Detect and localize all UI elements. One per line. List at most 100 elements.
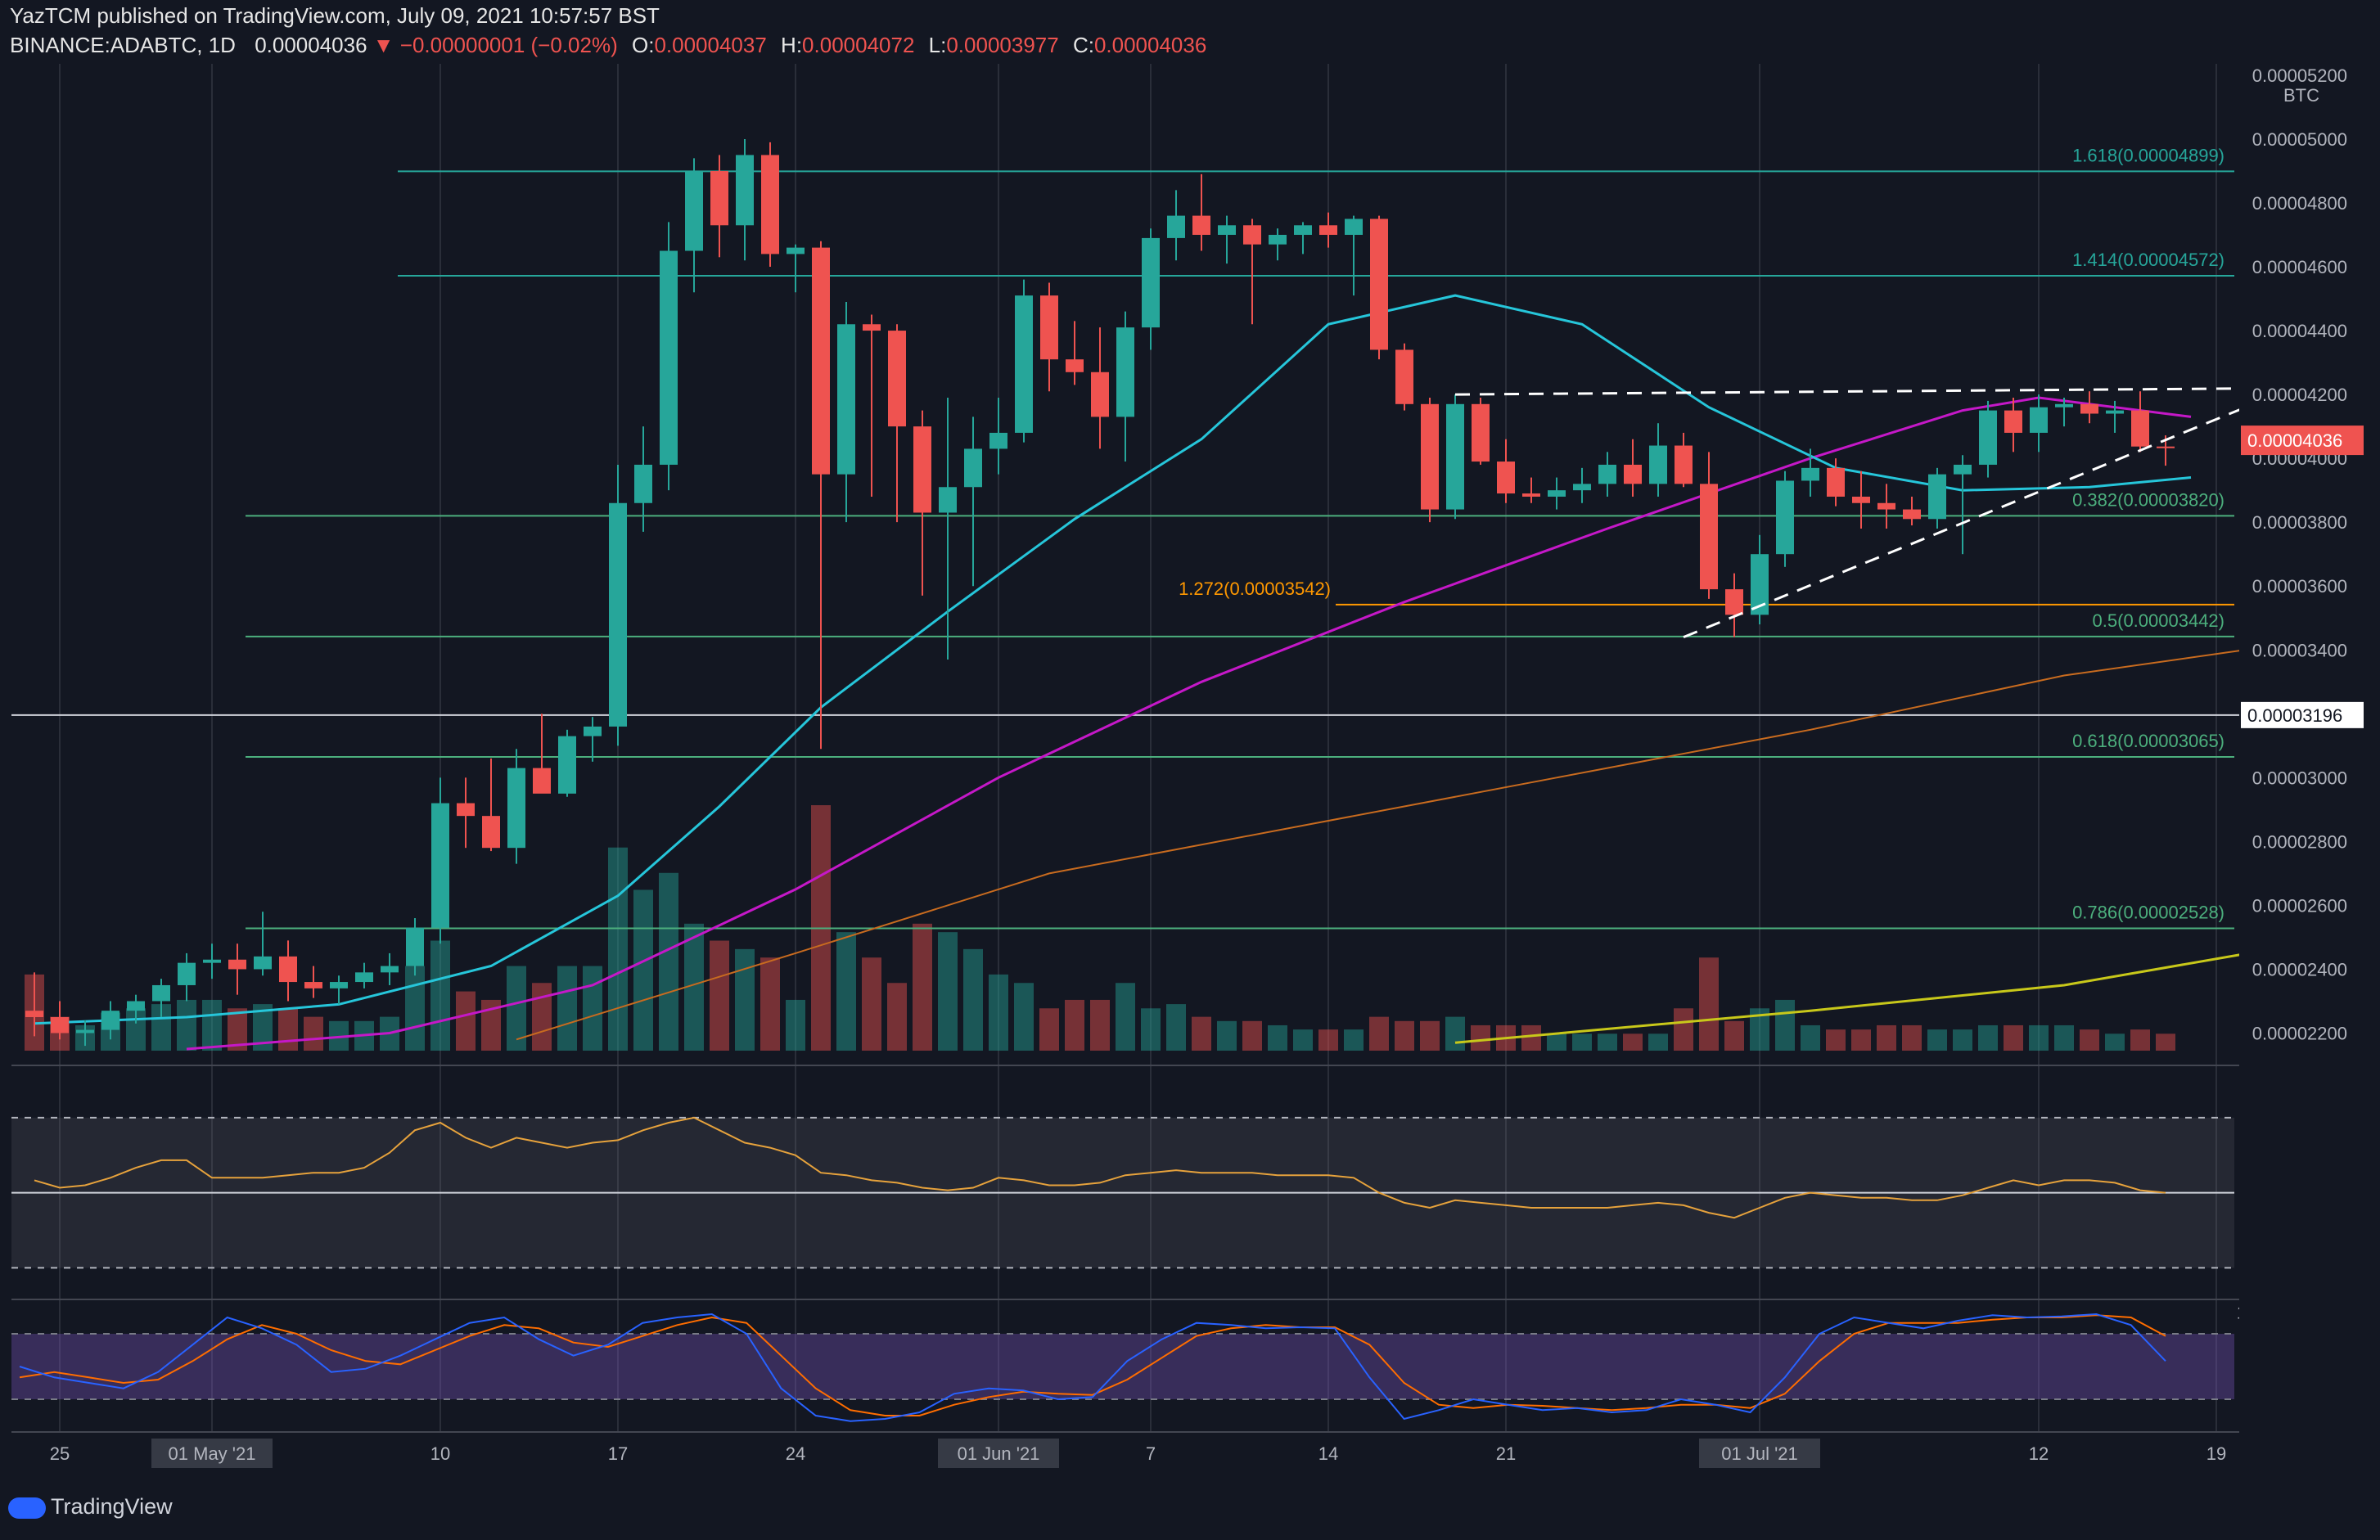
candle-body xyxy=(1776,480,1794,555)
price-axis: 0.00005200 0.00005000 0.00004800 0.00004600… xyxy=(2239,0,2380,1434)
fib-label: 1.414(0.00004572) xyxy=(2072,250,2224,270)
stoch-d-line xyxy=(19,1314,2166,1416)
volume-bar xyxy=(583,966,602,1051)
price-tick: 0.00004600 xyxy=(2252,257,2347,277)
price-tick: 0.00003800 xyxy=(2252,512,2347,533)
candle-body xyxy=(25,1011,43,1017)
support-price-text: 0.00003196 xyxy=(2247,705,2342,726)
cloud-icon xyxy=(8,1497,46,1519)
candle-body xyxy=(431,803,449,928)
volume-bar xyxy=(938,932,958,1051)
candle-body xyxy=(939,487,957,513)
high-label: H: xyxy=(781,33,803,57)
candle-body xyxy=(1700,484,1718,590)
candle-body xyxy=(330,982,348,988)
volume-bar xyxy=(1369,1016,1389,1051)
volume-bar xyxy=(1775,999,1795,1051)
candles xyxy=(25,138,2175,1047)
moving-averages xyxy=(34,294,2268,1051)
fib-label: 0.786(0.00002528) xyxy=(2072,903,2224,923)
candle-body xyxy=(812,247,830,475)
support-price-badge xyxy=(2241,701,2364,728)
volume-bar xyxy=(659,872,678,1051)
symbol: BINANCE:ADABTC, 1D xyxy=(10,33,236,57)
volume-bar xyxy=(1141,1008,1161,1051)
volume-bar xyxy=(1648,1033,1668,1051)
candle-body xyxy=(888,331,906,427)
candle-body xyxy=(1142,237,1160,328)
volume-bar xyxy=(1065,999,1084,1051)
price-tick: 0.00005200 xyxy=(2252,65,2347,86)
candle-body xyxy=(1598,464,1616,484)
last-price: 0.00004036 xyxy=(255,33,367,57)
candle-body xyxy=(2080,403,2098,414)
volume-bar xyxy=(1674,1008,1693,1051)
volume-bar xyxy=(1116,983,1135,1051)
candle-body xyxy=(304,982,322,988)
candle-body xyxy=(989,432,1007,449)
volume-bar xyxy=(1318,1029,1338,1051)
volume-bar xyxy=(1293,1029,1313,1051)
time-axis: 25 01 May '21 10 17 24 01 Jun '21 7 14 21 01 Jul … xyxy=(50,1439,2226,1468)
fib-label: 0.382(0.00003820) xyxy=(2072,489,2224,510)
candle-body xyxy=(1472,403,1490,462)
volume-bar xyxy=(1953,1029,1972,1051)
price-tick: 0.00002600 xyxy=(2252,895,2347,916)
volume-bar xyxy=(177,999,196,1051)
candle-body xyxy=(381,966,399,973)
candle-body xyxy=(1066,359,1084,372)
candle-body xyxy=(482,816,500,849)
volume-bar xyxy=(1547,1033,1566,1051)
candle-body xyxy=(1675,445,1693,484)
volume-bar xyxy=(430,940,450,1051)
candle-body xyxy=(761,155,779,254)
close-value: 0.00004036 xyxy=(1093,33,1207,57)
candle-body xyxy=(76,1029,94,1033)
volume-bar xyxy=(913,923,932,1051)
candle-body xyxy=(1624,464,1642,484)
candle-body xyxy=(1827,467,1845,497)
tradingview-logo[interactable]: TradingView xyxy=(8,1494,173,1520)
fib-levels: 1.618(0.00004899) 1.414(0.00004572) 0.382(… xyxy=(11,145,2239,930)
month-tick-badge xyxy=(938,1439,1059,1468)
volume-bar xyxy=(963,948,983,1051)
volume-bar xyxy=(710,940,729,1051)
candle-body xyxy=(1573,484,1591,491)
publisher-line: YazTCM published on TradingView.com, Jul… xyxy=(10,3,660,28)
volume-bar xyxy=(557,966,577,1051)
candle-body xyxy=(736,155,754,226)
candle-body xyxy=(584,726,602,736)
candle-body xyxy=(1091,371,1109,417)
low-value: 0.00003977 xyxy=(946,33,1059,57)
volume-bar xyxy=(532,983,552,1051)
last-price-text: 0.00004036 xyxy=(2247,430,2342,451)
change: ▼ −0.00000001 (−0.02%) xyxy=(372,33,618,57)
ema20-line xyxy=(34,294,2192,1025)
volume-bar xyxy=(1801,1024,1820,1051)
volume-bar xyxy=(836,932,856,1051)
candle-body xyxy=(787,247,805,254)
price-tick: 0.00004400 xyxy=(2252,321,2347,341)
candle-body xyxy=(710,170,728,226)
volume-bar xyxy=(2054,1024,2074,1051)
volume-bar xyxy=(456,991,476,1051)
fib-label: 1.272(0.00003542) xyxy=(1179,579,1331,599)
candle-body xyxy=(457,803,475,817)
ema100-line xyxy=(516,646,2268,1041)
candle-body xyxy=(1801,467,1819,481)
volume-bar xyxy=(2105,1033,2125,1051)
volume-bar xyxy=(1471,1024,1490,1051)
last-price-badge xyxy=(2241,426,2364,456)
candle-body xyxy=(558,736,576,794)
candle-body xyxy=(1370,218,1388,350)
volume-bar xyxy=(1090,999,1110,1051)
candle-body xyxy=(685,170,703,251)
price-tick: 0.00004200 xyxy=(2252,385,2347,405)
candle-body xyxy=(1903,509,1921,520)
volume-bar xyxy=(1192,1016,1211,1051)
candle-body xyxy=(1192,215,1210,235)
brand-label: TradingView xyxy=(51,1494,173,1519)
volume-bar xyxy=(1826,1029,1846,1051)
candle-body xyxy=(609,502,627,727)
